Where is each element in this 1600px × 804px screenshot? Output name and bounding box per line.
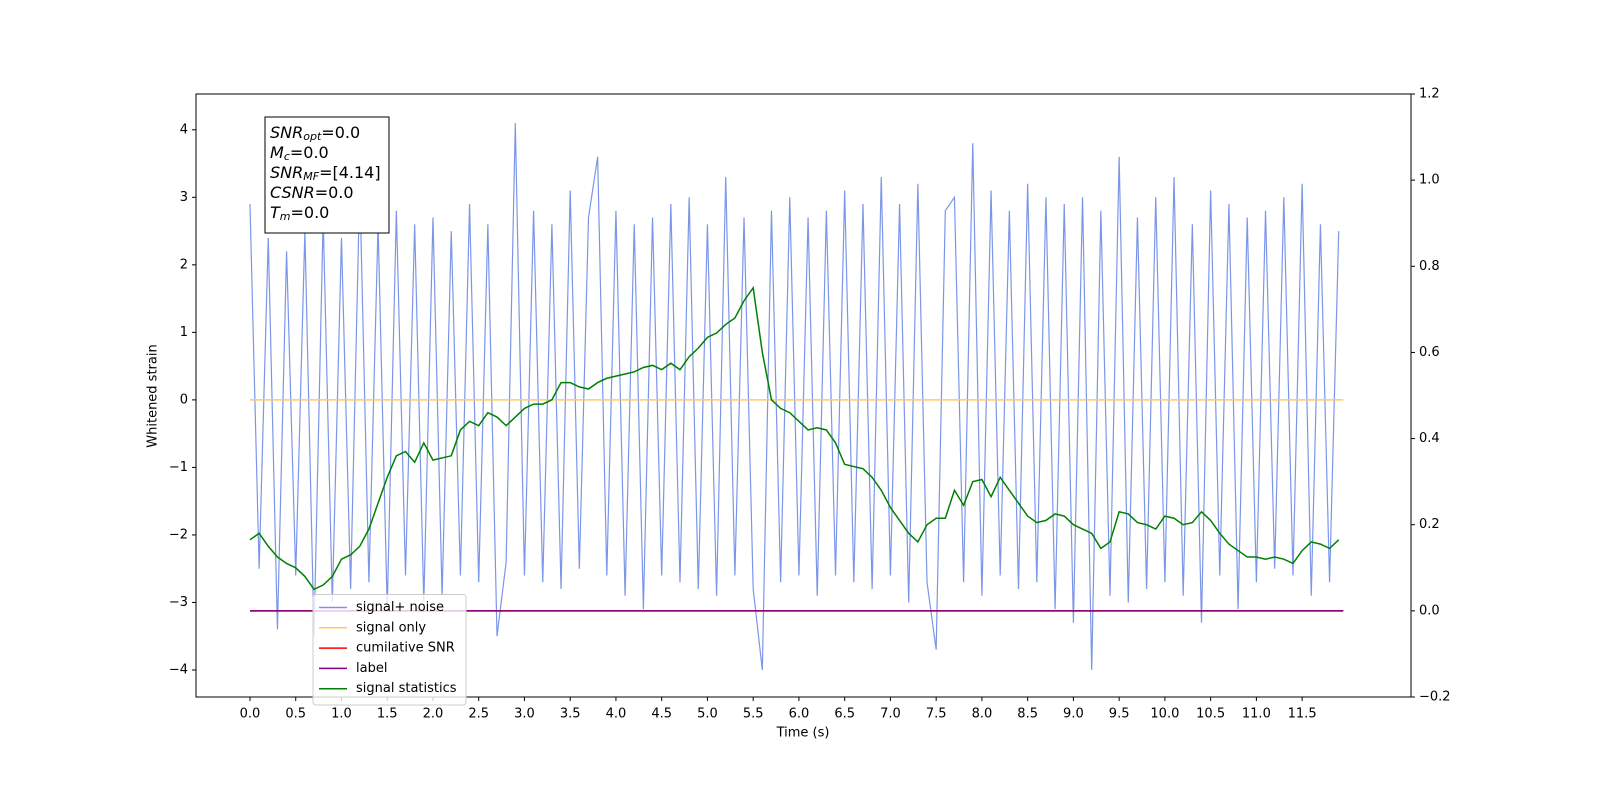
annotation-line: SNRopt=0.0 xyxy=(270,123,360,144)
y2-tick-label: 0.0 xyxy=(1419,603,1440,618)
x-tick-label: 4.5 xyxy=(651,707,672,722)
y-tick-label: −1 xyxy=(169,460,188,475)
x-tick-label: 4.0 xyxy=(606,707,627,722)
legend-label: cumilative SNR xyxy=(356,641,455,656)
annotation-symbol: CSNR xyxy=(270,183,315,202)
y-tick-label: −2 xyxy=(169,527,188,542)
annotation-line: Tm=0.0 xyxy=(270,203,329,224)
annotation-value: =0.0 xyxy=(290,143,329,162)
legend-box xyxy=(312,594,467,706)
y2-tick-label: 0.6 xyxy=(1419,345,1440,360)
x-tick-label: 3.5 xyxy=(560,707,581,722)
annotation-subscript: opt xyxy=(303,130,322,143)
x-tick-label: 9.5 xyxy=(1109,707,1130,722)
x-tick-label: 5.5 xyxy=(743,707,764,722)
x-tick-label: 2.5 xyxy=(468,707,489,722)
annotation-value: =0.0 xyxy=(315,183,354,202)
y2-tick-label: 0.4 xyxy=(1419,431,1440,446)
y-tick-label: −3 xyxy=(169,595,188,610)
axes-frame xyxy=(195,93,1412,698)
y2-tick-label: 1.0 xyxy=(1419,173,1440,188)
x-tick-label: 6.5 xyxy=(834,707,855,722)
y-tick-label: 4 xyxy=(180,122,188,137)
annotation-box xyxy=(264,116,390,234)
x-tick-label: 6.0 xyxy=(789,707,810,722)
x-tick-label: 2.0 xyxy=(423,707,444,722)
legend-label: signal statistics xyxy=(356,681,457,696)
y-tick-label: 3 xyxy=(180,190,188,205)
x-tick-label: 5.0 xyxy=(697,707,718,722)
annotation-line: CSNR=0.0 xyxy=(270,183,354,202)
y-axis-label: Whitened strain xyxy=(146,344,161,447)
annotation-symbol: M xyxy=(270,143,284,162)
y2-tick-label: −0.2 xyxy=(1419,690,1451,705)
annotation-value: =0.0 xyxy=(321,123,360,142)
legend-label: label xyxy=(356,661,387,676)
series-line xyxy=(249,285,1340,591)
x-tick-label: 11.0 xyxy=(1242,707,1271,722)
x-tick-label: 0.0 xyxy=(240,707,261,722)
annotation-subscript: c xyxy=(284,150,290,163)
annotation-line: Mc=0.0 xyxy=(270,143,329,164)
x-tick-label: 7.0 xyxy=(880,707,901,722)
y2-tick-label: 0.2 xyxy=(1419,517,1440,532)
annotation-symbol: SNR xyxy=(270,123,303,142)
plot-area xyxy=(249,123,1344,671)
x-tick-label: 3.0 xyxy=(514,707,535,722)
x-tick-label: 10.5 xyxy=(1196,707,1225,722)
x-tick-label: 8.0 xyxy=(972,707,993,722)
annotation-symbol: SNR xyxy=(270,163,303,182)
annotation-subscript: m xyxy=(280,210,291,223)
annotation-line: SNRMF=[4.14] xyxy=(270,163,381,184)
y-tick-label: 1 xyxy=(180,325,188,340)
annotation-symbol: T xyxy=(270,203,281,222)
x-tick-label: 10.0 xyxy=(1150,707,1179,722)
legend-label: signal only xyxy=(356,620,426,635)
x-tick-label: 11.5 xyxy=(1288,707,1317,722)
x-tick-label: 9.0 xyxy=(1063,707,1084,722)
y-tick-label: 2 xyxy=(180,257,188,272)
annotation-value: =[4.14] xyxy=(319,163,381,182)
annotation-value: =0.0 xyxy=(291,203,330,222)
y-tick-label: 0 xyxy=(180,392,188,407)
x-tick-label: 1.5 xyxy=(377,707,398,722)
annotation-subscript: MF xyxy=(303,170,319,183)
y-tick-label: −4 xyxy=(169,662,188,677)
x-tick-label: 0.5 xyxy=(285,707,306,722)
x-tick-label: 7.5 xyxy=(926,707,947,722)
x-axis-label: Time (s) xyxy=(776,726,830,741)
x-tick-label: 8.5 xyxy=(1017,707,1038,722)
series-line xyxy=(249,123,1340,671)
x-tick-label: 1.0 xyxy=(331,707,352,722)
y2-tick-label: 0.8 xyxy=(1419,259,1440,274)
legend-label: signal+ noise xyxy=(356,600,444,615)
y2-tick-label: 1.2 xyxy=(1419,87,1440,102)
